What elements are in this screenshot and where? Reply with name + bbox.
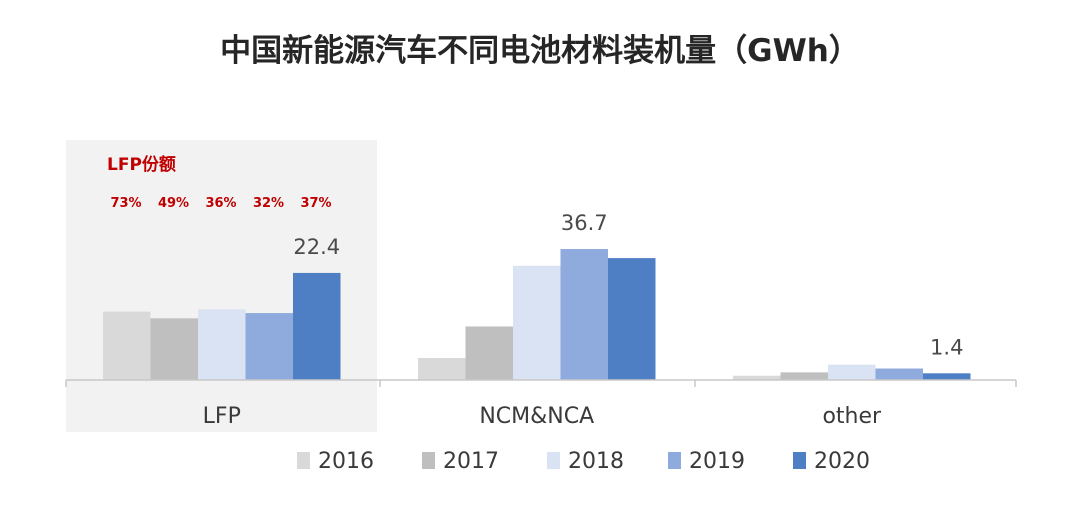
data-labels: 22.4 36.7 1.4 [293, 211, 963, 359]
category-label: other [822, 404, 882, 429]
bar-ncm-nca-2016 [418, 358, 466, 380]
lfp-share-value: 49% [158, 196, 189, 211]
lfp-share-title: LFP份额 [107, 154, 176, 175]
legend-label-2019: 2019 [689, 449, 745, 474]
legend-swatch-2017 [422, 452, 435, 469]
bar-lfp-2018 [198, 309, 246, 380]
data-label: 36.7 [561, 211, 608, 235]
bar-ncm-nca-2019 [560, 249, 608, 380]
legend-swatch-2019 [668, 452, 681, 469]
bar-ncm-nca-2018 [513, 265, 561, 380]
bar-ncm-nca-2017 [465, 326, 513, 380]
bar-other-2018 [828, 364, 876, 380]
chart-title: 中国新能源汽车不同电池材料装机量（GWh） [220, 33, 860, 69]
bar-lfp-2020 [293, 272, 341, 380]
legend-label-2016: 2016 [318, 449, 374, 474]
legend-swatch-2020 [793, 452, 806, 469]
bar-lfp-2019 [245, 313, 293, 380]
bar-other-2019 [875, 368, 923, 380]
category-labels: LFP NCM&NCA other [203, 404, 882, 429]
lfp-share-value: 37% [300, 196, 331, 211]
lfp-share-value: 36% [205, 196, 236, 211]
legend-swatch-2016 [297, 452, 310, 469]
category-label: LFP [203, 404, 241, 429]
x-axis-ticks [65, 380, 1017, 387]
legend-label-2017: 2017 [443, 449, 499, 474]
bars [103, 249, 971, 380]
legend-label-2020: 2020 [814, 449, 870, 474]
bar-other-2020 [923, 373, 971, 380]
bar-other-2016 [733, 375, 781, 380]
data-label: 22.4 [293, 235, 340, 259]
category-label: NCM&NCA [479, 404, 594, 429]
lfp-share-value: 73% [110, 196, 141, 211]
legend-label-2018: 2018 [568, 449, 624, 474]
bar-other-2017 [780, 372, 828, 380]
lfp-share-values: 73% 49% 36% 32% 37% [110, 196, 331, 211]
lfp-share-value: 32% [253, 196, 284, 211]
legend-swatch-2018 [547, 452, 560, 469]
data-label: 1.4 [930, 335, 963, 359]
bar-ncm-nca-2020 [608, 258, 656, 380]
bar-lfp-2017 [150, 318, 198, 380]
legend: 2016 2017 2018 2019 2020 [297, 449, 870, 474]
bar-lfp-2016 [103, 311, 151, 380]
